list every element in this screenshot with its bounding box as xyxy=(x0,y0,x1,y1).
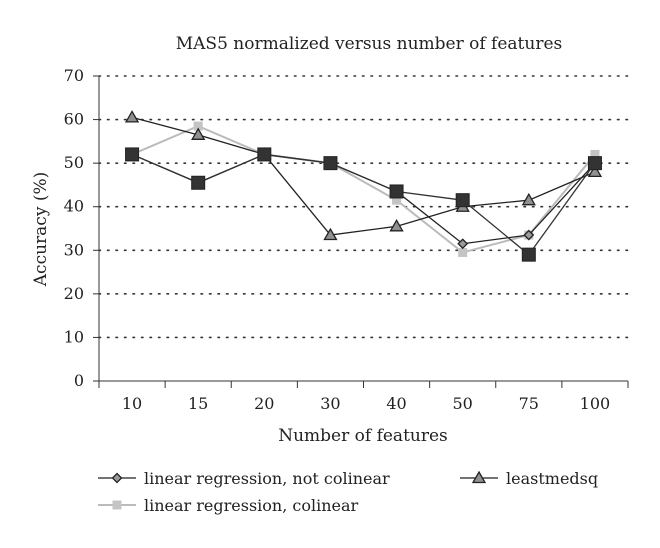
x-tick-label: 75 xyxy=(519,394,539,413)
data-point-triangle xyxy=(521,192,536,206)
series-layer xyxy=(124,110,603,262)
legend-item: linear regression, colinear xyxy=(98,496,359,515)
data-point-big-square xyxy=(521,247,536,262)
legend: linear regression, not colinear leastmeds… xyxy=(98,469,598,515)
series-triangle xyxy=(124,110,603,241)
y-tick-labels: 0 10 20 30 40 50 60 70 xyxy=(64,66,84,390)
data-point-big-square xyxy=(455,193,470,208)
y-tick-label: 0 xyxy=(74,371,84,390)
data-point-big-square xyxy=(257,147,272,162)
legend-item: leastmedsq xyxy=(460,469,598,488)
x-axis-title: Number of features xyxy=(278,426,448,446)
data-point-square xyxy=(112,500,122,510)
series-big-square xyxy=(125,147,602,262)
data-point-square xyxy=(193,121,203,131)
data-point-triangle xyxy=(124,110,140,123)
data-point-triangle xyxy=(191,127,206,140)
legend-label: leastmedsq xyxy=(506,469,598,488)
y-tick-label: 20 xyxy=(64,284,84,303)
data-point-triangle xyxy=(323,227,338,241)
series-line xyxy=(131,116,596,236)
x-tick-label: 50 xyxy=(453,394,473,413)
x-tick-labels: 10 15 20 30 40 50 75 100 xyxy=(122,394,610,413)
data-point-diamond xyxy=(111,472,123,484)
series-line xyxy=(131,125,596,254)
y-tick-label: 30 xyxy=(64,240,84,259)
data-point-triangle xyxy=(389,219,404,232)
x-tick-label: 40 xyxy=(386,394,406,413)
legend-item: linear regression, not colinear xyxy=(98,469,390,488)
data-point-square xyxy=(458,247,468,257)
y-axis-title: Accuracy (%) xyxy=(31,172,51,287)
data-point-big-square xyxy=(191,175,206,190)
x-tick-label: 10 xyxy=(122,394,142,413)
legend-label: linear regression, colinear xyxy=(144,496,359,515)
data-point-square xyxy=(392,195,402,205)
grid xyxy=(98,75,629,339)
data-point-big-square xyxy=(125,147,140,162)
y-tick-label: 10 xyxy=(64,327,84,346)
data-point-triangle xyxy=(587,164,603,178)
series-line xyxy=(131,153,596,256)
data-point-diamond xyxy=(523,229,535,241)
chart-title: MAS5 normalized versus number of feature… xyxy=(176,34,562,54)
x-tick-label: 20 xyxy=(254,394,274,413)
axes xyxy=(93,75,629,388)
x-tick-label: 100 xyxy=(580,394,611,413)
data-point-big-square xyxy=(587,156,602,171)
y-tick-label: 70 xyxy=(64,66,84,85)
data-point-big-square xyxy=(323,156,338,171)
x-tick-label: 30 xyxy=(320,394,340,413)
y-tick-label: 60 xyxy=(64,110,84,129)
data-point-diamond xyxy=(457,238,469,250)
legend-label: linear regression, not colinear xyxy=(144,469,390,488)
data-point-triangle xyxy=(471,470,487,484)
y-tick-label: 40 xyxy=(64,197,84,216)
data-point-square xyxy=(590,149,600,159)
y-tick-label: 50 xyxy=(64,153,84,172)
x-tick-label: 15 xyxy=(188,394,208,413)
data-point-big-square xyxy=(389,184,404,199)
